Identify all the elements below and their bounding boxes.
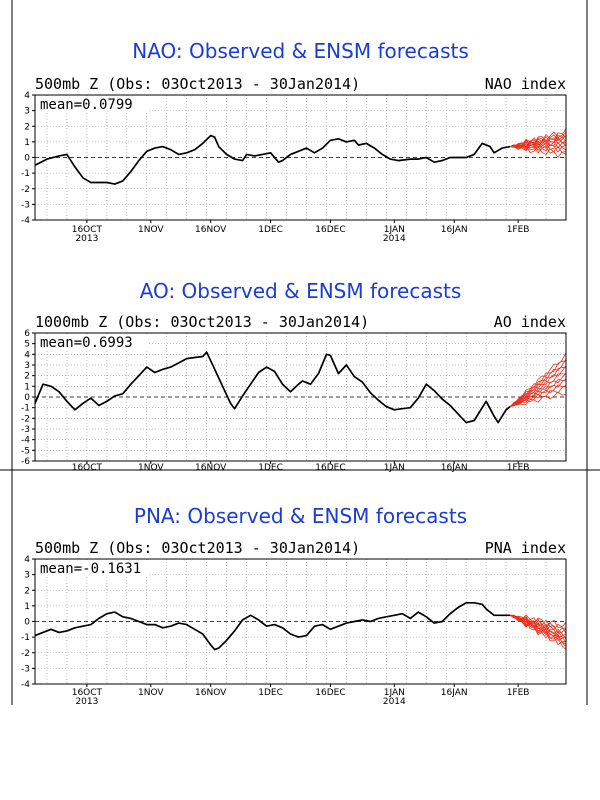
y-tick-label: 0	[24, 618, 30, 628]
x-tick-label: 1DEC	[258, 225, 283, 235]
plot-area-border	[34, 332, 567, 462]
forecast-member-line	[509, 367, 567, 407]
x-tick-label: 16OCT	[72, 463, 103, 473]
y-tick-label: -4	[21, 680, 30, 690]
forecast-member-line	[509, 614, 567, 646]
x-tick-label: 1FEB	[507, 225, 530, 235]
x-tick-label: 16JAN	[441, 463, 468, 473]
y-tick-label: -1	[21, 169, 30, 179]
forecast-member-line	[509, 614, 567, 643]
y-tick-label: 3	[24, 107, 30, 117]
forecast-member-line	[510, 139, 567, 149]
x-tick-label: 1FEB	[507, 688, 530, 698]
y-tick-label: 1	[24, 382, 30, 392]
chart-subtitle: 1000mb Z (Obs: 03Oct2013 - 30Jan2014)	[35, 313, 369, 331]
y-tick-label: 6	[24, 329, 30, 339]
forecast-member-line	[509, 614, 567, 645]
observed-series-line	[34, 134, 511, 185]
x-tick-label: 16OCT	[72, 225, 103, 235]
forecast-member-line	[509, 614, 567, 650]
x-tick-label: 1NOV	[138, 463, 164, 473]
y-tick-label: 4	[24, 555, 30, 565]
y-tick-label: 5	[24, 340, 30, 350]
x-tick-label: 16JAN	[441, 688, 468, 698]
y-tick-label: -4	[21, 436, 30, 446]
mean-label-bg	[37, 97, 149, 113]
x-tick-label: 1DEC	[258, 463, 283, 473]
x-tick-label: 16OCT	[72, 688, 103, 698]
index-label: NAO index	[485, 75, 566, 93]
mean-label-bg	[37, 561, 149, 577]
x-tick-label: 1JAN	[384, 225, 405, 235]
y-tick-label: 1	[24, 602, 30, 612]
x-tick-label: 1JAN	[384, 688, 405, 698]
forecast-member-line	[509, 614, 567, 634]
y-tick-label: -3	[21, 425, 30, 435]
y-tick-label: -1	[21, 633, 30, 643]
y-tick-label: -4	[21, 216, 30, 226]
chart-subtitle: 500mb Z (Obs: 03Oct2013 - 30Jan2014)	[35, 75, 360, 93]
mean-label: mean=0.6993	[40, 335, 133, 351]
x-tick-label: 1JAN	[384, 463, 405, 473]
mean-label: mean=0.0799	[40, 97, 133, 113]
y-tick-label: 2	[24, 586, 30, 596]
x-tick-label: 16JAN	[441, 225, 468, 235]
y-tick-label: -6	[21, 457, 30, 467]
chart-title: NAO: Observed & ENSM forecasts	[132, 39, 469, 63]
forecast-member-line	[510, 391, 567, 407]
chart-title: AO: Observed & ENSM forecasts	[140, 279, 462, 303]
y-tick-label: 4	[24, 350, 30, 360]
plot-area-border	[34, 558, 567, 685]
chart-panel-0: NAO: Observed & ENSM forecasts 500mb Z (O…	[21, 39, 567, 244]
x-tick-label: 16DEC	[315, 688, 345, 698]
x-tick-label: 1DEC	[258, 688, 283, 698]
plot-area-border	[34, 94, 567, 221]
y-tick-label: 2	[24, 122, 30, 132]
forecast-member-line	[510, 144, 567, 155]
y-tick-label: 2	[24, 372, 30, 382]
x-tick-label: 16NOV	[195, 225, 227, 235]
y-tick-label: -5	[21, 446, 30, 456]
x-tick-label: 16DEC	[315, 225, 345, 235]
y-tick-label: -3	[21, 664, 30, 674]
index-label: AO index	[494, 313, 566, 331]
chart-panel-2: PNA: Observed & ENSM forecasts 500mb Z (O…	[21, 504, 567, 707]
x-tick-year: 2013	[75, 697, 98, 707]
y-tick-label: -3	[21, 200, 30, 210]
x-tick-label: 16NOV	[195, 463, 227, 473]
observed-series-line	[34, 601, 511, 651]
y-tick-label: -2	[21, 649, 30, 659]
observed-series-line	[34, 351, 511, 424]
y-tick-label: -1	[21, 404, 30, 414]
index-label: PNA index	[485, 539, 566, 557]
y-tick-label: 3	[24, 361, 30, 371]
chart-panel-1: AO: Observed & ENSM forecasts 1000mb Z (O…	[21, 279, 567, 473]
y-tick-label: 3	[24, 571, 30, 581]
mean-label: mean=-0.1631	[40, 561, 141, 577]
forecast-member-line	[510, 134, 567, 148]
y-tick-label: 1	[24, 138, 30, 148]
x-tick-label: 1FEB	[507, 463, 530, 473]
forecast-member-line	[510, 142, 567, 152]
x-tick-label: 16NOV	[195, 688, 227, 698]
y-tick-label: 0	[24, 154, 30, 164]
x-tick-label: 16DEC	[315, 463, 345, 473]
chart-subtitle: 500mb Z (Obs: 03Oct2013 - 30Jan2014)	[35, 539, 360, 557]
y-tick-label: -2	[21, 414, 30, 424]
forecast-member-line	[510, 136, 566, 148]
x-tick-label: 1NOV	[138, 688, 164, 698]
x-tick-year: 2013	[75, 234, 98, 244]
y-tick-label: 4	[24, 91, 30, 101]
x-tick-year: 2014	[383, 697, 406, 707]
forecast-member-line	[509, 384, 567, 407]
mean-label-bg	[37, 335, 149, 351]
y-tick-label: -2	[21, 185, 30, 195]
forecast-member-line	[510, 142, 567, 153]
forecast-member-line	[509, 614, 567, 642]
x-tick-label: 1NOV	[138, 225, 164, 235]
y-tick-label: 0	[24, 393, 30, 403]
chart-title: PNA: Observed & ENSM forecasts	[134, 504, 467, 528]
x-tick-year: 2014	[383, 234, 406, 244]
